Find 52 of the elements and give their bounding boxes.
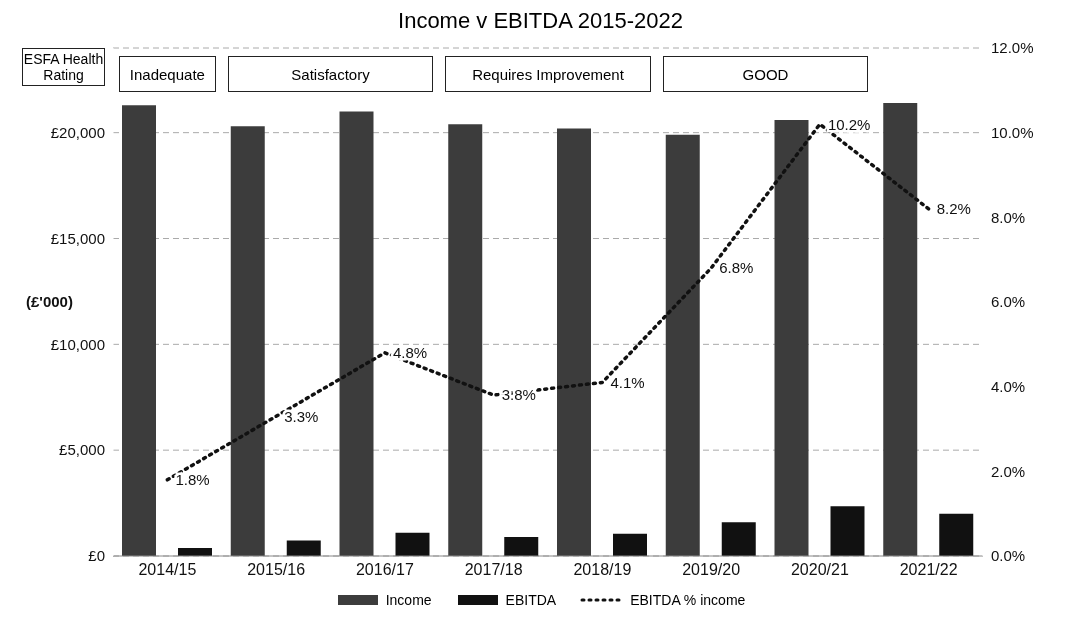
bar <box>122 105 156 556</box>
rating-box: Satisfactory <box>227 56 434 92</box>
x-tick-label: 2019/20 <box>682 561 741 579</box>
y-axis-title: (£'000) <box>26 293 73 311</box>
bar <box>339 111 374 556</box>
data-label: 10.2% <box>827 115 871 133</box>
data-label: 8.2% <box>936 200 971 218</box>
bar <box>665 134 700 556</box>
legend-label: Income <box>385 592 432 608</box>
x-tick-label: 2015/16 <box>247 561 306 579</box>
x-tick-label: 2017/18 <box>464 561 523 579</box>
bar <box>448 124 483 556</box>
data-label: 1.8% <box>175 471 210 489</box>
legend-label: EBITDA <box>505 592 557 608</box>
bar <box>774 119 809 556</box>
data-label: 4.8% <box>392 344 428 362</box>
data-label: 4.1% <box>610 373 645 391</box>
bar <box>557 128 591 556</box>
x-tick-label: 2016/17 <box>355 561 414 579</box>
bar <box>286 540 321 556</box>
chart-title: Income v EBITDA 2015-2022 <box>397 8 684 34</box>
y-tick-label: £5,000 <box>59 441 105 459</box>
x-tick-label: 2021/22 <box>899 561 958 579</box>
bar <box>395 532 430 556</box>
y2-tick-label: 10.0% <box>991 123 1034 141</box>
rating-box: Inadequate <box>119 56 216 92</box>
y2-tick-label: 6.0% <box>991 293 1026 311</box>
bar <box>721 522 756 556</box>
bar <box>504 536 539 556</box>
rating-box: Requires Improvement <box>445 56 651 92</box>
bar <box>939 513 974 556</box>
y-tick-label: £15,000 <box>50 229 105 247</box>
bar <box>830 506 865 556</box>
rating-box: GOOD <box>662 56 869 92</box>
data-label: 6.8% <box>719 259 754 277</box>
y-tick-label: £0 <box>88 547 105 565</box>
x-tick-label: 2018/19 <box>573 561 632 579</box>
bar <box>230 126 265 556</box>
rating-box: ESFA Health Rating <box>22 48 105 86</box>
y2-tick-label: 12.0% <box>991 39 1034 57</box>
bar <box>883 103 918 556</box>
y2-tick-label: 0.0% <box>991 547 1026 565</box>
bar <box>613 533 647 556</box>
y-tick-label: £20,000 <box>50 123 105 141</box>
y2-tick-label: 8.0% <box>991 208 1026 226</box>
data-label: 3.3% <box>284 407 319 425</box>
legend-label: EBITDA % income <box>630 592 746 608</box>
y2-tick-label: 2.0% <box>991 462 1026 480</box>
y2-tick-label: 4.0% <box>991 377 1026 395</box>
x-tick-label: 2014/15 <box>138 561 197 579</box>
y-tick-label: £10,000 <box>50 335 105 353</box>
x-tick-label: 2020/21 <box>790 561 849 579</box>
